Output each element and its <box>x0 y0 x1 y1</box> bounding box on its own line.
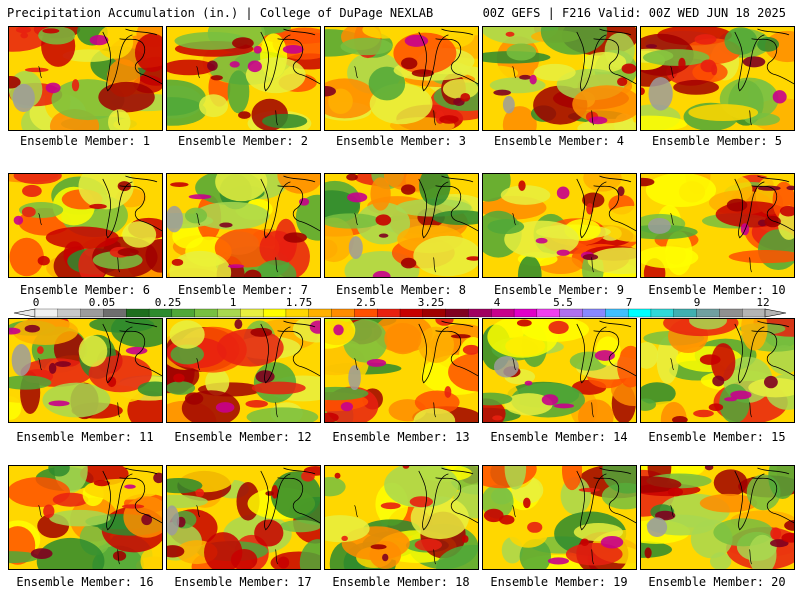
legend-swatch <box>57 308 82 318</box>
header-title: Precipitation Accumulation (in.) | Colle… <box>7 6 434 20</box>
member-label: Ensemble Member: 6 <box>19 283 151 297</box>
legend-swatch <box>194 308 218 318</box>
header-run-info: 00Z GEFS | F216 Valid: 00Z WED JUN 18 20… <box>482 6 786 20</box>
map-panel <box>640 26 795 131</box>
legend-swatch <box>240 308 264 318</box>
member-label: Ensemble Member: 3 <box>335 134 467 148</box>
legend-tick-label: 5.5 <box>553 296 573 309</box>
legend-swatch <box>559 308 583 318</box>
map-panel <box>640 318 795 423</box>
legend-swatch <box>627 308 652 318</box>
member-label: Ensemble Member: 1 <box>19 134 151 148</box>
member-label: Ensemble Member: 16 <box>16 575 154 589</box>
legend-swatch <box>696 308 720 318</box>
legend-tick-label: 3.25 <box>418 296 445 309</box>
member-label: Ensemble Member: 18 <box>332 575 470 589</box>
member-label: Ensemble Member: 14 <box>490 430 628 444</box>
map-panel <box>324 465 479 570</box>
legend-swatch <box>377 308 401 318</box>
legend-swatch <box>422 308 447 318</box>
legend-arrow-right <box>764 308 787 318</box>
member-label: Ensemble Member: 11 <box>16 430 154 444</box>
legend-swatch <box>605 308 629 318</box>
legend-swatch <box>148 308 173 318</box>
legend-swatch <box>34 308 59 318</box>
legend-swatch <box>331 308 355 318</box>
legend-tick-label: 1.75 <box>286 296 313 309</box>
legend-tick-label: 9 <box>694 296 701 309</box>
map-panel <box>8 173 163 278</box>
legend-swatch <box>491 308 515 318</box>
map-panel <box>482 465 637 570</box>
map-panel <box>482 26 637 131</box>
legend-swatch <box>399 308 424 318</box>
map-panel <box>482 318 637 423</box>
map-panel <box>482 173 637 278</box>
member-label: Ensemble Member: 20 <box>648 575 786 589</box>
legend-swatch <box>285 308 310 318</box>
map-panel <box>166 26 321 131</box>
legend-swatch <box>536 308 561 318</box>
map-panel <box>324 173 479 278</box>
color-legend: 0 0.05 0.25 1 1.75 2.5 3.25 4 5.5 7 9 12 <box>13 296 787 318</box>
map-panel <box>8 465 163 570</box>
legend-swatch <box>262 308 287 318</box>
member-label: Ensemble Member: 5 <box>651 134 783 148</box>
legend-arrow-left <box>13 308 36 318</box>
member-label: Ensemble Member: 2 <box>177 134 309 148</box>
legend-swatch <box>673 308 698 318</box>
map-panel <box>324 318 479 423</box>
map-panel <box>166 318 321 423</box>
legend-swatch <box>217 308 241 318</box>
member-label: Ensemble Member: 13 <box>332 430 470 444</box>
member-label: Ensemble Member: 10 <box>648 283 786 297</box>
map-panel <box>166 465 321 570</box>
member-label: Ensemble Member: 4 <box>493 134 625 148</box>
legend-swatch <box>80 308 104 318</box>
legend-swatch <box>742 308 766 318</box>
legend-swatch <box>513 308 538 318</box>
legend-tick-label: 2.5 <box>356 296 376 309</box>
legend-swatch <box>103 308 127 318</box>
member-label: Ensemble Member: 9 <box>493 283 625 297</box>
legend-swatch <box>126 308 150 318</box>
legend-swatch <box>650 308 675 318</box>
member-label: Ensemble Member: 19 <box>490 575 628 589</box>
legend-tick-label: 0.25 <box>155 296 182 309</box>
legend-swatch <box>171 308 196 318</box>
legend-swatch <box>354 308 378 318</box>
legend-swatch <box>582 308 606 318</box>
legend-tick-label: 0 <box>33 296 40 309</box>
legend-swatch <box>719 308 743 318</box>
legend-swatch <box>308 308 333 318</box>
member-label: Ensemble Member: 8 <box>335 283 467 297</box>
map-panel <box>640 173 795 278</box>
member-label: Ensemble Member: 12 <box>174 430 312 444</box>
legend-tick-label: 0.05 <box>89 296 116 309</box>
map-panel <box>166 173 321 278</box>
legend-tick-label: 1 <box>230 296 237 309</box>
map-panel <box>640 465 795 570</box>
map-panel <box>324 26 479 131</box>
map-panel <box>8 318 163 423</box>
member-label: Ensemble Member: 17 <box>174 575 312 589</box>
legend-swatch <box>468 308 492 318</box>
legend-tick-label: 12 <box>756 296 769 309</box>
legend-tick-label: 7 <box>626 296 633 309</box>
legend-swatch <box>445 308 469 318</box>
member-label: Ensemble Member: 7 <box>177 283 309 297</box>
legend-tick-label: 4 <box>494 296 501 309</box>
member-label: Ensemble Member: 15 <box>648 430 786 444</box>
map-panel <box>8 26 163 131</box>
